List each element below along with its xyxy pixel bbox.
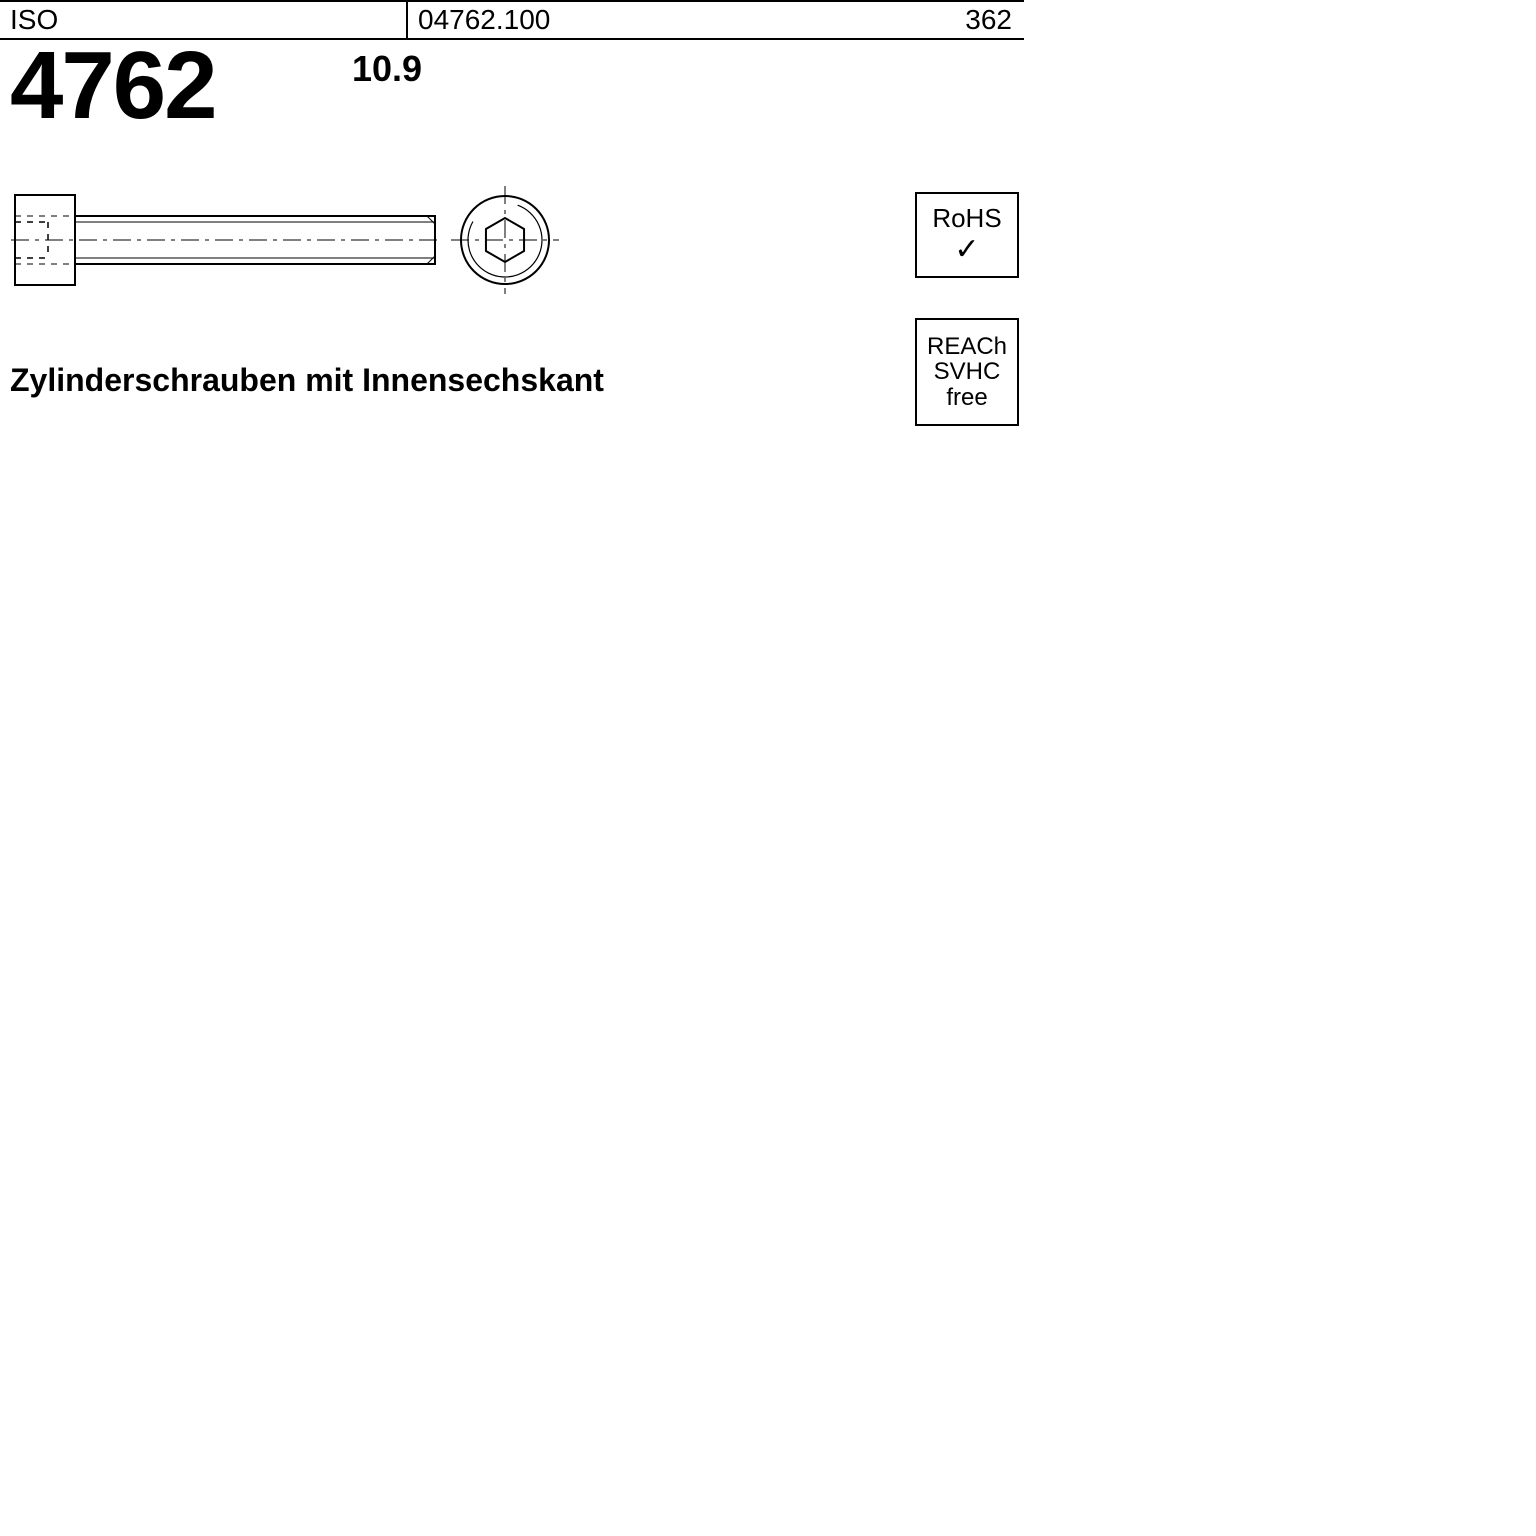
reach-line-2: SVHC (934, 359, 1001, 384)
check-icon: ✓ (954, 234, 979, 266)
standard-number: 4762 (10, 38, 216, 134)
reach-line-1: REACh (927, 334, 1007, 359)
datasheet-page: ISO 04762.100 362 4762 10.9 Zylinderschr… (0, 0, 1536, 1536)
rohs-badge: RoHS ✓ (915, 192, 1019, 278)
reach-badge: REACh SVHC free (915, 318, 1019, 426)
header-code: 04762.100 (408, 2, 955, 38)
reach-line-3: free (946, 385, 987, 410)
header-page-number: 362 (955, 2, 1024, 38)
rohs-label: RoHS (932, 205, 1001, 232)
product-description: Zylinderschrauben mit Innensechskant (10, 362, 604, 399)
technical-drawing (10, 180, 580, 300)
strength-grade: 10.9 (352, 48, 422, 90)
